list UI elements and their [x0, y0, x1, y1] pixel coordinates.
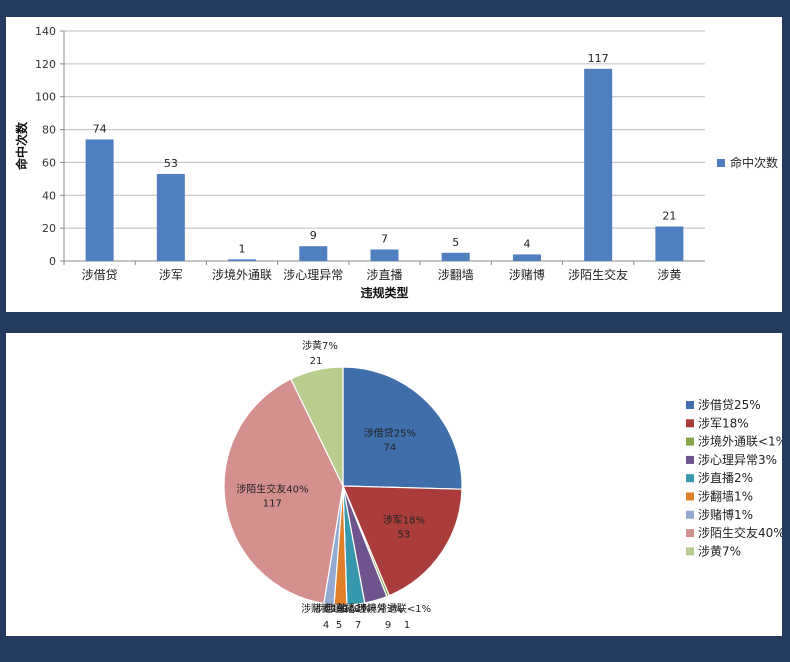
slice-value: 117	[263, 498, 282, 509]
data-label: 4	[523, 237, 530, 250]
pie-slice-8	[290, 366, 344, 487]
pie-chart-panel: 涉借贷25% 74 涉军18% 53 涉陌生交友40% 117 涉黄7% 21 涉赌博1% 4 涉翻…	[6, 333, 782, 636]
slice-value: 74	[384, 442, 397, 453]
legend-swatch	[717, 159, 725, 167]
y-tick-label: 120	[35, 58, 56, 71]
bar-6	[512, 254, 541, 261]
legend-label: 涉境外通联<1%	[698, 434, 782, 449]
legend-swatch	[686, 492, 694, 501]
x-tick-label: 涉心理异常	[283, 268, 343, 282]
legend-swatch	[686, 474, 694, 483]
data-label: 74	[93, 122, 107, 135]
data-label: 117	[588, 52, 609, 65]
slice-label: 涉直播2%	[325, 602, 371, 615]
bar-7	[584, 68, 613, 262]
legend-label: 涉军18%	[698, 416, 749, 430]
legend-label: 涉黄7%	[698, 544, 741, 558]
pie-slice-0	[342, 366, 463, 490]
pie-chart: 涉借贷25% 74 涉军18% 53 涉陌生交友40% 117 涉黄7% 21 涉赌博1% 4 涉翻…	[223, 339, 782, 631]
x-tick-label: 涉军	[159, 268, 183, 282]
x-tick-label: 涉黄	[657, 268, 681, 282]
y-tick-label: 100	[35, 91, 56, 104]
legend-label: 涉翻墙1%	[698, 490, 753, 504]
legend-swatch	[686, 529, 694, 538]
y-tick-label: 60	[42, 156, 56, 169]
pie-slice-7	[223, 378, 344, 605]
bar-chart-panel: 0 20 40 60 80 100 120 140 74 涉借贷 53 涉军 1 涉境外通联 9 涉心理异常 7…	[6, 17, 782, 312]
slice-value: 7	[355, 620, 361, 631]
slice-label: 涉心理异常3%	[337, 602, 403, 615]
x-tick-label: 涉赌博	[509, 267, 545, 282]
legend-label: 涉借贷25%	[698, 398, 761, 412]
bar-3	[299, 246, 328, 261]
data-label: 5	[452, 236, 459, 249]
slice-label: 涉境外通联<1%	[357, 602, 431, 615]
slice-value: 21	[310, 356, 323, 367]
y-tick-label: 40	[42, 189, 56, 202]
legend-label: 命中次数	[730, 155, 778, 170]
bar-4	[370, 249, 399, 261]
legend-swatch	[686, 510, 694, 519]
bar-chart: 02040608010012014074涉借贷53涉军1涉境外通联9涉心理异常7…	[14, 25, 778, 300]
bar-1	[156, 173, 185, 261]
legend-swatch	[686, 455, 694, 464]
slice-value: 9	[385, 620, 391, 631]
slice-label: 涉借贷25%	[364, 426, 416, 439]
data-label: 21	[662, 210, 676, 223]
slice-value: 4	[323, 620, 329, 631]
x-tick-label: 涉直播	[366, 268, 402, 282]
legend-label: 涉赌博1%	[698, 507, 753, 522]
bar-8	[655, 226, 684, 261]
slice-label: 涉陌生交友40%	[236, 482, 308, 495]
x-axis-title: 违规类型	[360, 285, 408, 300]
legend-label: 涉陌生交友40%	[698, 525, 782, 540]
data-label: 9	[310, 229, 317, 242]
x-tick-label: 涉借贷	[82, 268, 118, 282]
bar-2	[228, 259, 257, 261]
pie-slice-1	[342, 485, 463, 597]
x-tick-label: 涉境外通联	[212, 267, 272, 282]
data-label: 7	[381, 233, 388, 246]
slice-label: 涉赌博1%	[301, 602, 347, 615]
legend-swatch	[686, 437, 694, 446]
data-label: 1	[239, 242, 246, 255]
bar-5	[441, 252, 470, 261]
x-tick-label: 涉翻墙	[438, 268, 474, 282]
legend-swatch	[686, 401, 694, 409]
slice-value: 5	[336, 620, 342, 631]
legend-label: 涉心理异常3%	[698, 453, 777, 467]
legend-swatch	[686, 547, 694, 556]
data-label: 53	[164, 157, 178, 170]
y-axis-title: 命中次数	[14, 121, 29, 171]
y-tick-label: 140	[35, 25, 56, 38]
legend-label: 涉直播2%	[698, 471, 753, 485]
y-tick-label: 0	[49, 255, 56, 268]
slice-label: 涉军18%	[383, 514, 425, 527]
slice-value: 53	[398, 530, 411, 541]
slice-value: 1	[404, 620, 410, 631]
y-tick-label: 80	[42, 124, 56, 137]
legend-swatch	[686, 419, 694, 428]
slice-label: 涉黄7%	[302, 339, 338, 352]
x-tick-label: 涉陌生交友	[568, 267, 628, 282]
slice-label: 涉翻墙1%	[313, 602, 359, 615]
bar-0	[85, 139, 114, 261]
y-tick-label: 20	[42, 222, 56, 235]
